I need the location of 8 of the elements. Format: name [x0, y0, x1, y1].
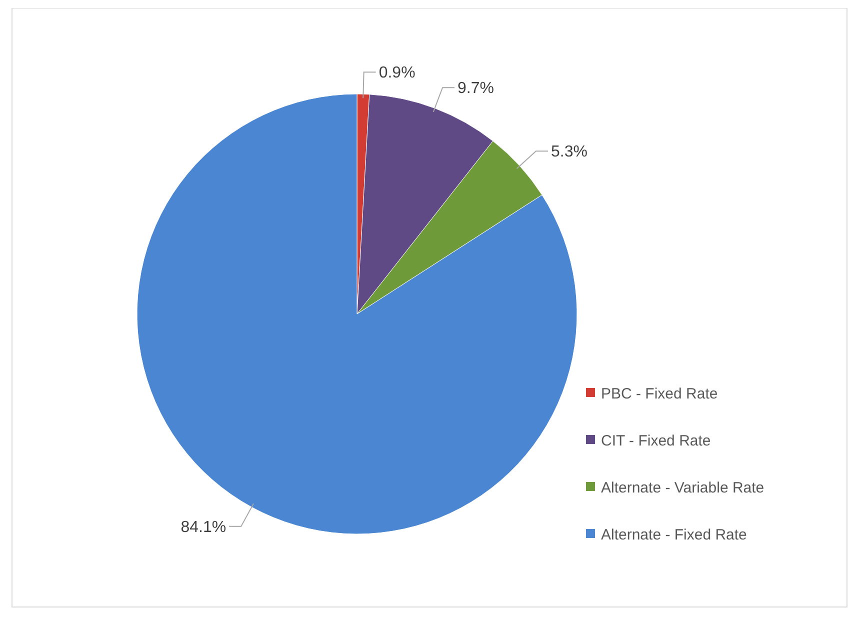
legend-label: Alternate - Variable Rate — [601, 479, 764, 496]
data-label: 9.7% — [458, 80, 494, 98]
data-label: 0.9% — [378, 64, 416, 82]
legend-label: CIT - Fixed Rate — [601, 432, 711, 450]
legend-label: PBC - Fixed Rate — [601, 385, 718, 402]
data-label: 84.1% — [180, 519, 226, 536]
legend-label: Alternate - Fixed Rate — [601, 526, 747, 544]
data-label: 5.3% — [550, 144, 588, 161]
